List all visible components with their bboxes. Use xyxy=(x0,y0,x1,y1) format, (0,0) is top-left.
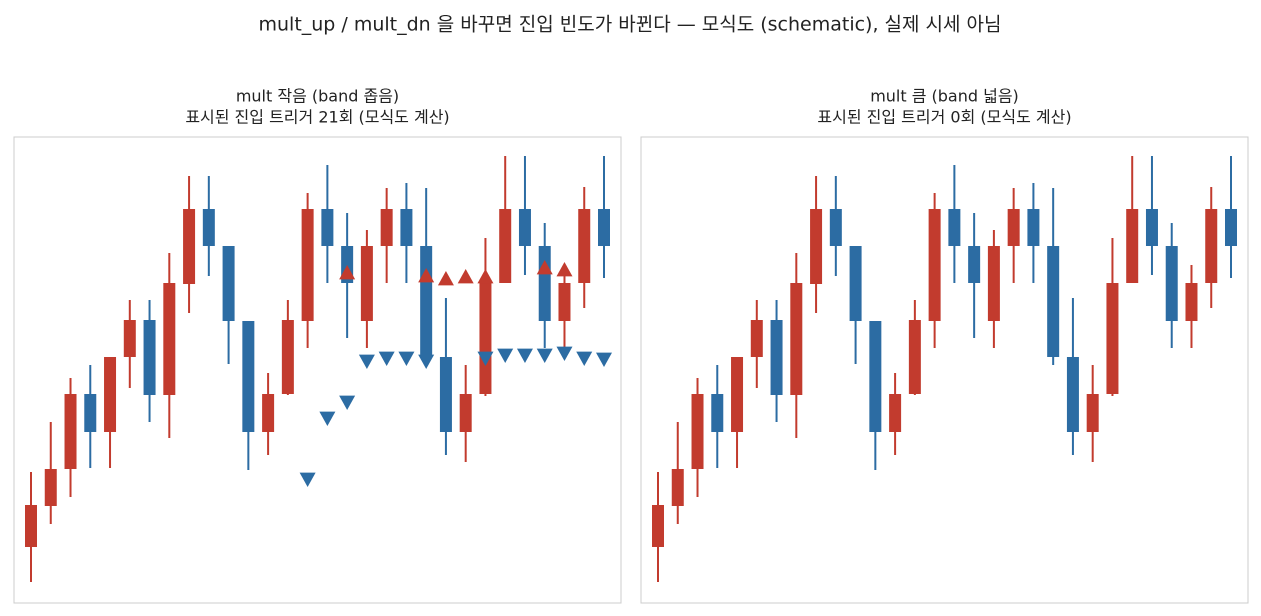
candle-body xyxy=(420,246,433,357)
candle-body xyxy=(1205,209,1218,283)
entry-down-marker xyxy=(497,348,514,363)
candle-body xyxy=(281,320,294,394)
candle-body xyxy=(242,321,255,432)
candle-body xyxy=(1225,209,1237,246)
candle-body xyxy=(479,283,492,394)
candle-body xyxy=(143,320,156,395)
candle-body xyxy=(578,209,591,283)
candle-body xyxy=(518,209,531,246)
entry-down-marker xyxy=(378,351,395,366)
entry-up-marker xyxy=(477,269,494,284)
candle-body xyxy=(163,283,176,395)
panel-title: mult 작음 (band 좁음) xyxy=(236,87,399,106)
entry-down-marker xyxy=(398,351,415,366)
candle-body xyxy=(400,209,413,246)
candle-body xyxy=(380,209,393,246)
candle-body xyxy=(598,209,610,246)
candle-body xyxy=(968,246,981,283)
entry-up-marker xyxy=(536,260,553,275)
entry-down-marker xyxy=(418,354,435,369)
candle-body xyxy=(104,357,117,432)
candle-body xyxy=(538,246,551,321)
entry-down-marker xyxy=(556,346,573,361)
candle-body xyxy=(183,209,196,284)
candle-body xyxy=(222,246,235,321)
candle-body xyxy=(987,246,1000,321)
candle-body xyxy=(1066,357,1079,432)
entry-down-marker xyxy=(319,411,336,426)
candle-body xyxy=(928,209,941,321)
candle-body xyxy=(1047,246,1060,357)
entry-down-marker xyxy=(596,352,612,367)
candle-body xyxy=(770,320,783,395)
entry-down-marker xyxy=(358,354,375,369)
candle-body xyxy=(1165,246,1178,321)
candle-body xyxy=(849,246,862,321)
candle-body xyxy=(908,320,921,394)
candle-body xyxy=(1145,209,1158,246)
candle-body xyxy=(1106,283,1119,394)
panel-subtitle: 표시된 진입 트리거 0회 (모식도 계산) xyxy=(817,108,1071,127)
entry-up-marker xyxy=(437,271,454,286)
panel-subtitle: 표시된 진입 트리거 21회 (모식도 계산) xyxy=(185,108,449,127)
candle-body xyxy=(948,209,961,246)
candle-body xyxy=(301,209,314,321)
panel-title: mult 큼 (band 넓음) xyxy=(870,87,1019,106)
candle-body xyxy=(321,209,334,246)
candle-body xyxy=(1086,394,1099,432)
candle-body xyxy=(499,209,512,283)
plot-frame xyxy=(640,136,1249,604)
candle-body xyxy=(652,505,664,547)
candle-body xyxy=(558,283,571,321)
entry-down-marker xyxy=(477,351,494,366)
candle-body xyxy=(84,394,97,432)
candle-body xyxy=(123,320,136,357)
entry-down-marker xyxy=(299,472,316,487)
candle-body xyxy=(202,209,215,246)
entry-down-marker xyxy=(576,351,593,366)
entry-down-marker xyxy=(516,348,533,363)
candle-body xyxy=(671,469,684,506)
candle-body xyxy=(810,209,823,284)
entry-down-marker xyxy=(536,348,553,363)
candle-body xyxy=(691,394,704,469)
candle-body xyxy=(1027,209,1040,246)
candle-body xyxy=(711,394,724,432)
candle-body xyxy=(731,357,744,432)
figure-title: mult_up / mult_dn 을 바꾸면 진입 빈도가 바뀐다 — 모식도… xyxy=(258,14,1001,36)
entry-up-marker xyxy=(556,262,573,277)
candle-body xyxy=(459,394,472,432)
entry-up-marker xyxy=(418,268,435,283)
candle-body xyxy=(439,357,452,432)
candle-body xyxy=(262,394,275,432)
candle-body xyxy=(790,283,803,395)
candle-body xyxy=(1185,283,1198,321)
entry-up-marker xyxy=(457,269,474,284)
entry-down-marker xyxy=(339,395,356,410)
plot-frame xyxy=(13,136,622,604)
candle-body xyxy=(1007,209,1020,246)
candle-body xyxy=(889,394,902,432)
candle-body xyxy=(64,394,77,469)
entry-up-marker xyxy=(339,265,356,280)
candle-body xyxy=(44,469,57,506)
candle-body xyxy=(750,320,763,357)
candle-body xyxy=(25,505,37,547)
candle-body xyxy=(1126,209,1139,283)
candle-body xyxy=(869,321,882,432)
candle-body xyxy=(829,209,842,246)
candle-body xyxy=(360,246,373,321)
